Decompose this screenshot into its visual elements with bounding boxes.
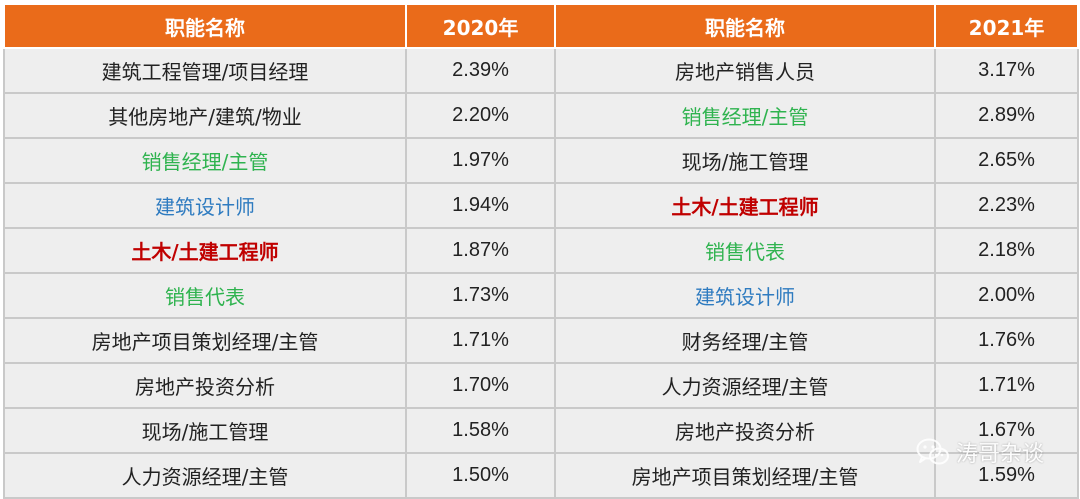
table-row: 人力资源经理/主管 1.50% 房地产项目策划经理/主管 1.59% [3,452,1079,499]
share-2021-cell: 3.17% [934,47,1079,94]
share-2021-cell: 2.23% [934,182,1079,229]
table-row: 销售经理/主管 1.97% 现场/施工管理 2.65% [3,137,1079,184]
watermark: 涛哥杂谈 [916,436,1044,468]
function-2020-cell: 建筑工程管理/项目经理 [3,47,407,94]
table-row: 销售代表 1.73% 建筑设计师 2.00% [3,272,1079,319]
share-2021-cell: 2.89% [934,92,1079,139]
job-function-ranking-table: 职能名称 2020年 职能名称 2021年 建筑工程管理/项目经理 2.39% … [3,3,1079,499]
table-row: 建筑设计师 1.94% 土木/土建工程师 2.23% [3,182,1079,229]
function-2020-cell: 销售代表 [3,272,407,319]
share-2021-cell: 2.65% [934,137,1079,184]
share-2020-cell: 1.71% [405,317,556,364]
function-2020-cell: 建筑设计师 [3,182,407,229]
table-header-row: 职能名称 2020年 职能名称 2021年 [3,3,1079,49]
function-2020-cell: 其他房地产/建筑/物业 [3,92,407,139]
function-2021-cell: 销售代表 [554,227,936,274]
share-2021-cell: 1.59% [934,452,1079,499]
function-2021-cell: 建筑设计师 [554,272,936,319]
table-row: 其他房地产/建筑/物业 2.20% 销售经理/主管 2.89% [3,92,1079,139]
function-2021-cell: 房地产投资分析 [554,407,936,454]
share-2020-cell: 2.39% [405,47,556,94]
function-2021-cell: 房地产销售人员 [554,47,936,94]
wechat-icon [916,437,950,467]
function-2021-cell: 房地产项目策划经理/主管 [554,452,936,499]
function-2021-cell: 销售经理/主管 [554,92,936,139]
share-2020-cell: 1.58% [405,407,556,454]
share-2020-cell: 1.50% [405,452,556,499]
share-2020-cell: 2.20% [405,92,556,139]
function-2020-cell: 现场/施工管理 [3,407,407,454]
function-2020-cell: 人力资源经理/主管 [3,452,407,499]
share-2020-cell: 1.73% [405,272,556,319]
table-row: 房地产投资分析 1.70% 人力资源经理/主管 1.71% [3,362,1079,409]
table-row: 建筑工程管理/项目经理 2.39% 房地产销售人员 3.17% [3,47,1079,94]
function-2020-cell: 房地产投资分析 [3,362,407,409]
share-2021-cell: 2.00% [934,272,1079,319]
table-row: 现场/施工管理 1.58% 房地产投资分析 1.67% [3,407,1079,454]
share-2020-cell: 1.94% [405,182,556,229]
header-year-2020: 2020年 [405,3,556,49]
function-2021-cell: 土木/土建工程师 [554,182,936,229]
share-2020-cell: 1.70% [405,362,556,409]
ranking-table-container: 职能名称 2020年 职能名称 2021年 建筑工程管理/项目经理 2.39% … [3,3,1079,499]
share-2021-cell: 1.76% [934,317,1079,364]
function-2021-cell: 现场/施工管理 [554,137,936,184]
function-2021-cell: 人力资源经理/主管 [554,362,936,409]
watermark-text: 涛哥杂谈 [955,442,1044,467]
header-function-2020: 职能名称 [3,3,407,49]
table-row: 房地产项目策划经理/主管 1.71% 财务经理/主管 1.76% [3,317,1079,364]
share-2020-cell: 1.97% [405,137,556,184]
function-2020-cell: 销售经理/主管 [3,137,407,184]
table-row: 土木/土建工程师 1.87% 销售代表 2.18% [3,227,1079,274]
share-2021-cell: 1.71% [934,362,1079,409]
share-2021-cell: 1.67% [934,407,1079,454]
share-2021-cell: 2.18% [934,227,1079,274]
function-2021-cell: 财务经理/主管 [554,317,936,364]
function-2020-cell: 土木/土建工程师 [3,227,407,274]
share-2020-cell: 1.87% [405,227,556,274]
header-function-2021: 职能名称 [554,3,936,49]
header-year-2021: 2021年 [934,3,1079,49]
function-2020-cell: 房地产项目策划经理/主管 [3,317,407,364]
